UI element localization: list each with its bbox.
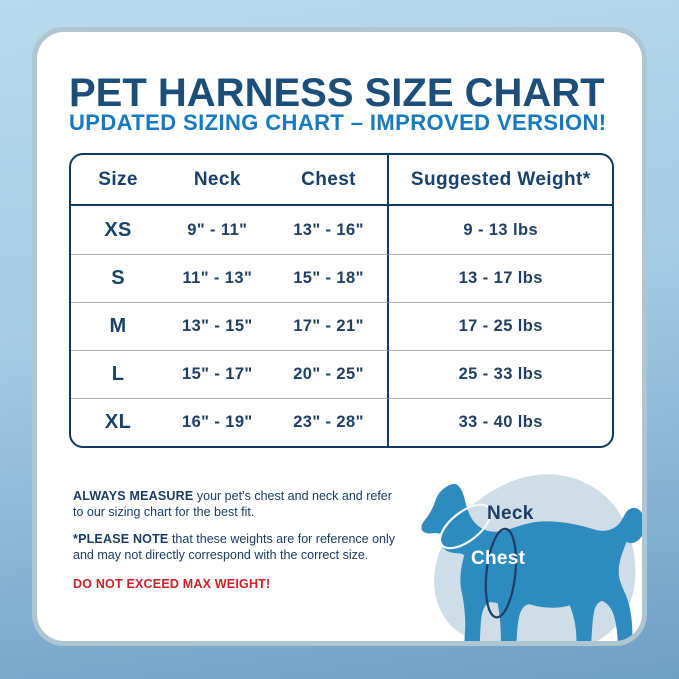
footnotes: ALWAYS MEASURE your pet’s chest and neck… <box>73 488 463 592</box>
table-row-xs-chest: 13" - 16" <box>293 220 364 239</box>
note-please-note-text: that these weights are for reference onl… <box>73 532 395 562</box>
col-header-size: Size <box>71 155 166 206</box>
table-row-m-weight: 17 - 25 lbs <box>387 302 612 350</box>
note-always-measure: ALWAYS MEASURE your pet’s chest and neck… <box>73 488 463 520</box>
table-row-s-neck: 11" - 13" <box>165 254 270 302</box>
page-subtitle: UPDATED SIZING CHART – IMPROVED VERSION! <box>69 110 607 135</box>
table-row-m-size: M <box>71 302 166 350</box>
table-row-s-chest: 15" - 18" <box>269 254 388 302</box>
note-please-note: *PLEASE NOTE that these weights are for … <box>73 531 463 563</box>
dog-illustration <box>421 474 642 641</box>
table-row-l-neck: 15" - 17" <box>165 350 270 398</box>
table-row-s-weight: 13 - 17 lbs <box>387 254 612 302</box>
size-table: Size Neck Chest Suggested Weight* XS 9" … <box>69 153 614 448</box>
table-row-xs-size: XS <box>104 218 132 241</box>
table-row-m-neck: 13" - 15" <box>165 302 270 350</box>
size-chart-card: PET HARNESS SIZE CHART UPDATED SIZING CH… <box>32 27 647 646</box>
measurement-diagram: Neck Chest <box>407 462 642 641</box>
table-row-m-chest: 17" - 21" <box>269 302 388 350</box>
table-row-xs-weight: 9 - 13 lbs <box>387 206 612 254</box>
table-row-xl-neck: 16" - 19" <box>165 398 270 446</box>
neck-measure-line <box>438 503 492 550</box>
col-header-weight: Suggested Weight* <box>387 155 612 206</box>
note-please-note-lead: *PLEASE NOTE <box>73 532 169 546</box>
chest-measure-line <box>484 527 518 619</box>
table-row-xl-weight: 33 - 40 lbs <box>387 398 612 446</box>
table-row-l-size: L <box>71 350 166 398</box>
table-row-l-weight: 25 - 33 lbs <box>387 350 612 398</box>
table-row-xs-neck: 9" - 11" <box>187 220 248 239</box>
neck-diagram-label: Neck <box>487 503 534 524</box>
col-header-neck: Neck <box>165 155 270 206</box>
page-title: PET HARNESS SIZE CHART <box>69 71 605 115</box>
col-header-chest: Chest <box>269 155 388 206</box>
dog-silhouette <box>421 483 642 641</box>
table-row-xl-chest: 23" - 28" <box>269 398 388 446</box>
table-row-xl-size: XL <box>71 398 166 446</box>
table-row-s-size: S <box>71 254 166 302</box>
note-always-measure-text: your pet’s chest and neck and refer to o… <box>73 489 392 519</box>
chest-diagram-label: Chest <box>471 548 526 569</box>
max-weight-warning: DO NOT EXCEED MAX WEIGHT! <box>73 577 271 591</box>
note-always-measure-lead: ALWAYS MEASURE <box>73 489 194 503</box>
table-row-l-chest: 20" - 25" <box>269 350 388 398</box>
